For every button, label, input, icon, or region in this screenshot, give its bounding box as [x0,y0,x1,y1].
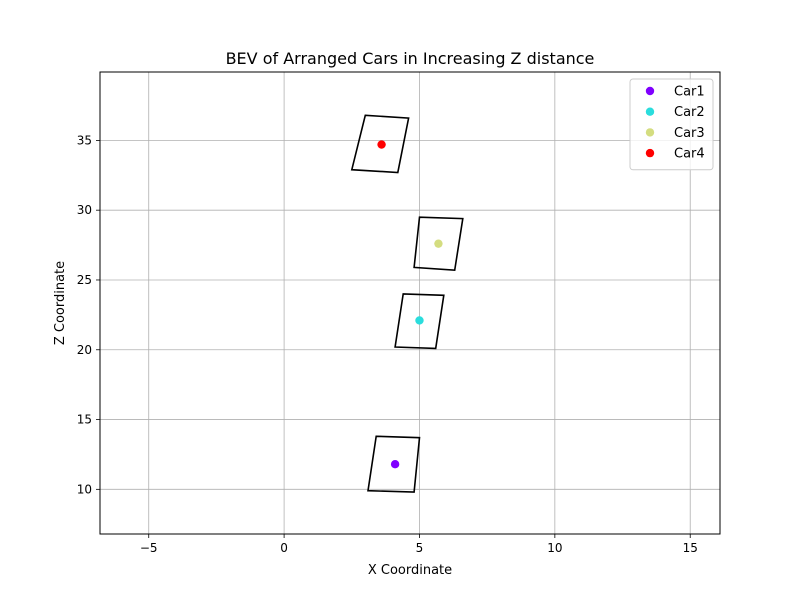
y-tick-label: 30 [77,203,92,217]
y-tick-label: 10 [77,482,92,496]
y-tick-label: 25 [77,273,92,287]
car3-box [413,216,464,272]
legend-label: Car1 [674,85,705,100]
y-axis-label: Z Coordinate [53,261,68,345]
car-points [377,140,443,469]
y-tick-label: 15 [77,413,92,427]
legend-label: Car2 [674,105,705,120]
legend: Car1 Car2 Car3 Car4 [629,78,714,171]
x-tick-label: 5 [416,541,424,555]
car3-point [434,239,443,248]
x-tick-label: 0 [280,541,288,555]
x-tick-label: 15 [683,541,698,555]
legend-box [629,78,714,171]
x-tick-label: 10 [547,541,562,555]
legend-label: Car4 [674,147,705,162]
car2-point [415,316,424,325]
x-tick-label: −5 [140,541,158,555]
legend-marker [645,148,655,158]
legend-marker [645,128,655,137]
legend-marker [645,107,655,116]
axis-ticks: −5 0 5 10 15 10 15 20 25 30 35 [77,133,698,555]
x-axis-label: X Coordinate [368,563,452,578]
legend-label: Car3 [674,126,705,141]
car1-point [390,460,400,469]
y-tick-label: 35 [77,133,92,147]
chart-title: BEV of Arranged Cars in Increasing Z dis… [226,49,595,68]
legend-marker [645,86,655,96]
y-tick-label: 20 [77,343,92,357]
car1-box [367,435,421,493]
plot-frame [99,71,721,535]
car4-box [350,114,410,174]
car2-box [394,293,445,350]
grid [100,72,720,534]
car-boxes [350,114,464,493]
car4-point [377,140,386,149]
